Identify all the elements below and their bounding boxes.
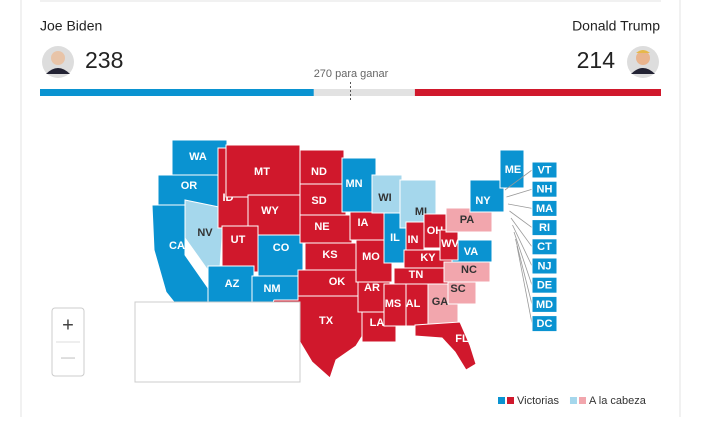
state-box bbox=[531, 199, 558, 217]
vote-count: 238 bbox=[85, 47, 123, 73]
state bbox=[299, 149, 345, 185]
legend-label: Victorias bbox=[517, 395, 559, 407]
state-label: MD bbox=[536, 299, 553, 311]
vote-bar bbox=[40, 89, 314, 96]
state bbox=[349, 211, 387, 241]
state-label: WY bbox=[261, 205, 279, 217]
state-label: MS bbox=[385, 298, 402, 310]
state-label: GA bbox=[432, 296, 449, 308]
leader-line bbox=[506, 188, 533, 198]
state-label: SD bbox=[311, 195, 326, 207]
state-label: SC bbox=[450, 283, 465, 295]
state-label: UT bbox=[231, 234, 246, 246]
state-label: OK bbox=[329, 276, 346, 288]
avatar bbox=[627, 46, 659, 78]
state bbox=[499, 149, 525, 189]
leader-line bbox=[512, 224, 533, 267]
state-label: MA bbox=[536, 203, 553, 215]
state bbox=[221, 225, 259, 273]
vote-count: 214 bbox=[577, 47, 616, 73]
state-label: VT bbox=[537, 164, 551, 176]
legend-swatch bbox=[498, 397, 505, 404]
state-label: IN bbox=[408, 234, 419, 246]
bar-track bbox=[40, 89, 661, 96]
state-label: ME bbox=[505, 164, 522, 176]
state-label: MO bbox=[362, 251, 380, 263]
state-label: IL bbox=[390, 232, 400, 244]
state bbox=[257, 234, 304, 278]
state-label: FL bbox=[455, 333, 469, 345]
state-label: NY bbox=[475, 195, 491, 207]
state-label: OH bbox=[427, 225, 444, 237]
state-label: NJ bbox=[537, 260, 551, 272]
state-label: DE bbox=[537, 280, 552, 292]
leader-line bbox=[515, 238, 533, 305]
state-label: KS bbox=[322, 249, 337, 261]
state-box bbox=[531, 295, 558, 313]
leader-line bbox=[513, 231, 533, 286]
threshold-label: 270 para ganar bbox=[314, 68, 389, 80]
vote-bar bbox=[414, 89, 661, 96]
inset-frame bbox=[134, 301, 301, 383]
state bbox=[414, 321, 477, 371]
state-label: IA bbox=[358, 217, 369, 229]
state-label: NH bbox=[537, 184, 553, 196]
state-label: AR bbox=[364, 282, 380, 294]
avatar bbox=[42, 46, 74, 78]
state bbox=[469, 179, 505, 213]
state-label: TN bbox=[409, 269, 424, 281]
state-label: MT bbox=[254, 166, 270, 178]
state-label: NE bbox=[314, 221, 329, 233]
state-label: DC bbox=[537, 318, 553, 330]
state-label: CO bbox=[273, 242, 290, 254]
state-label: CA bbox=[169, 240, 185, 252]
candidate-name: Donald Trump bbox=[572, 18, 660, 34]
state-label: AL bbox=[406, 298, 421, 310]
state-label: ID bbox=[223, 192, 234, 204]
state-label: AZ bbox=[225, 278, 240, 290]
leader-line bbox=[507, 203, 533, 209]
map: WA OR CA NV ID MT WY UT AZ CO NM ND SD NE KS OK TX MN IA MO… bbox=[151, 139, 558, 379]
state-label: VA bbox=[464, 246, 479, 258]
state-label: WA bbox=[189, 151, 207, 163]
state-box bbox=[531, 257, 558, 275]
state-label: TX bbox=[319, 315, 334, 327]
state-box bbox=[531, 276, 558, 294]
leader-line bbox=[509, 210, 533, 228]
leader-line bbox=[504, 169, 533, 191]
leader-line bbox=[510, 217, 533, 248]
state-label: NV bbox=[197, 227, 213, 239]
state-label: OR bbox=[181, 180, 198, 192]
state-label: KY bbox=[420, 252, 436, 264]
state-box bbox=[531, 161, 558, 179]
zoom-out[interactable]: — bbox=[61, 349, 75, 365]
state-label: NM bbox=[263, 283, 280, 295]
state-label: CT bbox=[537, 241, 552, 253]
state-box bbox=[531, 219, 558, 237]
legend-label: A la cabeza bbox=[589, 395, 647, 407]
state-label: NC bbox=[461, 264, 477, 276]
candidate-name: Joe Biden bbox=[40, 18, 102, 34]
legend-swatch bbox=[578, 397, 586, 404]
leader-line bbox=[516, 245, 533, 324]
legend-swatch bbox=[569, 397, 577, 404]
state-label: RI bbox=[539, 222, 550, 234]
state-box bbox=[531, 180, 558, 198]
state-box bbox=[531, 238, 558, 256]
state-label: PA bbox=[460, 214, 475, 226]
state-label: WI bbox=[378, 192, 391, 204]
state-label: ND bbox=[311, 166, 327, 178]
state-label: MN bbox=[345, 178, 362, 190]
state-label: LA bbox=[370, 317, 385, 329]
legend-swatch bbox=[507, 397, 514, 404]
state-label: WV bbox=[441, 238, 459, 250]
state-box bbox=[531, 315, 558, 333]
zoom-in[interactable]: + bbox=[62, 314, 74, 336]
